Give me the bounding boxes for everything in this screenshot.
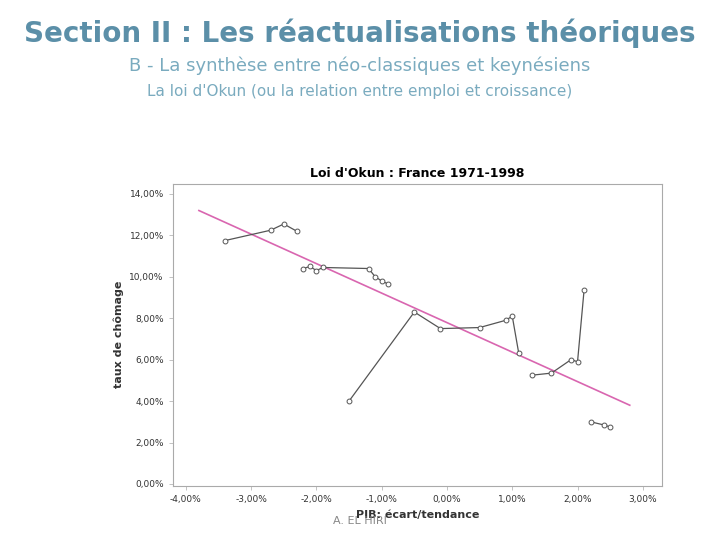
Y-axis label: taux de chômage: taux de chômage xyxy=(113,281,124,388)
Text: La loi d'Okun (ou la relation entre emploi et croissance): La loi d'Okun (ou la relation entre empl… xyxy=(148,84,572,99)
Text: A. EL HIRI: A. EL HIRI xyxy=(333,516,387,526)
Text: Section II : Les réactualisations théoriques: Section II : Les réactualisations théori… xyxy=(24,19,696,49)
X-axis label: PIB: écart/tendance: PIB: écart/tendance xyxy=(356,510,480,519)
Title: Loi d'Okun : France 1971-1998: Loi d'Okun : France 1971-1998 xyxy=(310,167,525,180)
Text: B - La synthèse entre néo-classiques et keynésiens: B - La synthèse entre néo-classiques et … xyxy=(130,57,590,75)
